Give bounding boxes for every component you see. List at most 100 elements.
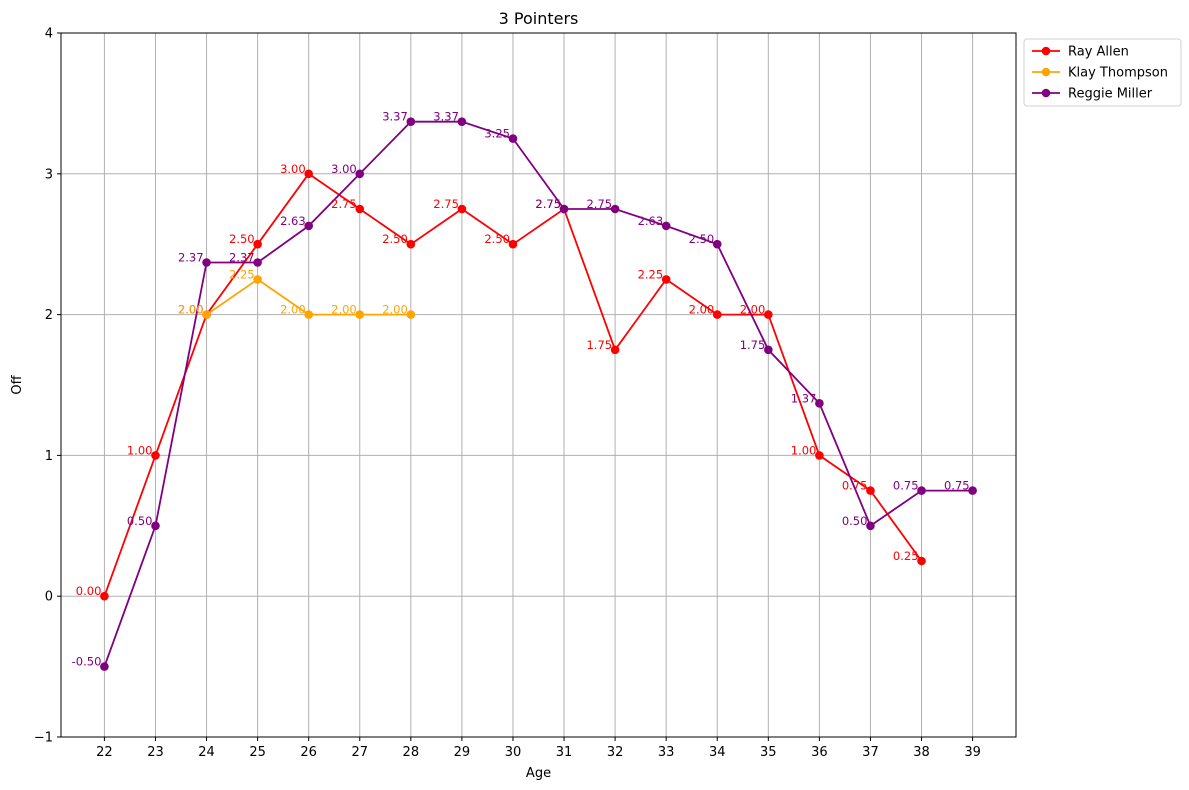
data-point <box>151 521 160 531</box>
data-label: 2.50 <box>484 232 510 246</box>
legend-marker <box>1041 88 1051 98</box>
data-point <box>764 345 773 355</box>
data-point <box>355 169 365 179</box>
data-point <box>917 486 926 495</box>
x-tick-label: 39 <box>964 745 981 760</box>
data-label: 3.37 <box>382 110 408 124</box>
legend-label: Reggie Miller <box>1068 87 1153 102</box>
data-point <box>406 310 416 319</box>
data-label: 3.25 <box>484 127 510 141</box>
x-tick-label: 31 <box>556 745 573 760</box>
data-point <box>457 204 467 214</box>
data-label: 0.25 <box>893 549 919 563</box>
data-point <box>610 345 620 355</box>
data-point <box>253 258 262 267</box>
data-label: 1.00 <box>791 443 817 457</box>
data-point <box>661 275 671 284</box>
data-label: 2.25 <box>638 267 664 281</box>
data-label: 2.75 <box>433 197 459 211</box>
data-point <box>100 591 109 601</box>
axes: 22 23 24 25 26 27 28 29 30 31 32 33 34 35 36 37 38 39−101… <box>34 27 1017 760</box>
data-point <box>917 556 926 566</box>
grid-lines <box>61 32 1016 738</box>
data-label: 1.37 <box>791 391 817 405</box>
data-point <box>610 204 620 214</box>
data-point <box>355 204 365 214</box>
data-label: 2.25 <box>229 267 255 281</box>
x-tick-label: 22 <box>96 745 113 760</box>
data-point <box>406 117 416 127</box>
x-tick-label: 26 <box>300 745 317 760</box>
data-point <box>866 486 875 495</box>
data-point <box>661 221 671 231</box>
x-tick-label: 24 <box>198 745 215 760</box>
data-label: -0.50 <box>72 655 102 669</box>
y-tick-label: 2 <box>45 308 53 323</box>
data-label: 0.75 <box>944 479 970 493</box>
legend-label: Ray Allen <box>1068 45 1129 60</box>
data-point <box>968 486 977 495</box>
legend-marker <box>1041 67 1051 77</box>
data-label: 2.75 <box>535 197 561 211</box>
data-label: 2.75 <box>331 197 357 211</box>
data-label: 2.63 <box>280 214 306 228</box>
x-tick-label: 29 <box>454 745 471 760</box>
data-label: 2.00 <box>740 303 766 317</box>
legend-box <box>1023 38 1182 107</box>
data-point <box>508 239 518 249</box>
data-label: 2.00 <box>382 303 408 317</box>
chart-title: 3 Pointers <box>499 9 579 28</box>
data-point <box>815 451 824 460</box>
data-label: 2.00 <box>280 303 306 317</box>
data-point <box>406 239 416 249</box>
data-point <box>202 310 211 319</box>
y-tick-label: 4 <box>45 27 53 42</box>
y-tick-label: −1 <box>34 731 53 746</box>
data-label: 0.50 <box>842 514 868 528</box>
x-tick-label: 25 <box>249 745 266 760</box>
y-tick-label: 1 <box>45 449 53 464</box>
data-label: 3.00 <box>280 162 306 176</box>
data-label: 2.37 <box>178 251 204 265</box>
data-point <box>712 239 722 249</box>
data-label: 3.00 <box>331 162 357 176</box>
data-labels: 0.00 1.00 2.00 2.50 3.00 2.75 2.50 2.75 2.50 2.75… <box>72 110 970 669</box>
legend: Ray Allen Klay Thompson Reggie Miller <box>1023 38 1182 107</box>
data-label: 2.50 <box>229 232 255 246</box>
data-point <box>559 204 569 214</box>
data-point <box>712 310 722 319</box>
data-point <box>253 275 262 284</box>
data-label: 1.00 <box>127 443 153 457</box>
data-point <box>508 134 518 143</box>
data-point <box>355 310 365 319</box>
x-tick-label: 30 <box>505 745 522 760</box>
x-tick-label: 37 <box>862 745 879 760</box>
data-label: 2.00 <box>178 303 204 317</box>
y-tick-label: 3 <box>45 167 53 182</box>
data-point <box>457 117 467 127</box>
x-tick-label: 32 <box>607 745 624 760</box>
series-line <box>103 120 973 667</box>
data-label: 2.00 <box>178 303 204 317</box>
data-label: 2.50 <box>689 232 715 246</box>
x-tick-label: 28 <box>403 745 420 760</box>
data-label: 2.00 <box>331 303 357 317</box>
y-axis-label: Off <box>10 374 25 394</box>
data-label: 0.75 <box>893 479 919 493</box>
data-label: 3.37 <box>433 110 459 124</box>
data-label: 0.50 <box>127 514 153 528</box>
data-label: 2.75 <box>535 197 561 211</box>
data-label: 0.75 <box>842 479 868 493</box>
data-point <box>304 221 313 231</box>
data-label: 2.37 <box>229 251 255 265</box>
data-label: 2.63 <box>638 214 664 228</box>
data-label: 1.75 <box>740 338 766 352</box>
data-point <box>253 239 262 249</box>
data-point <box>764 310 773 319</box>
data-label: 0.00 <box>76 584 102 598</box>
y-tick-label: 0 <box>45 590 53 605</box>
data-point <box>151 451 160 460</box>
x-tick-label: 23 <box>147 745 164 760</box>
